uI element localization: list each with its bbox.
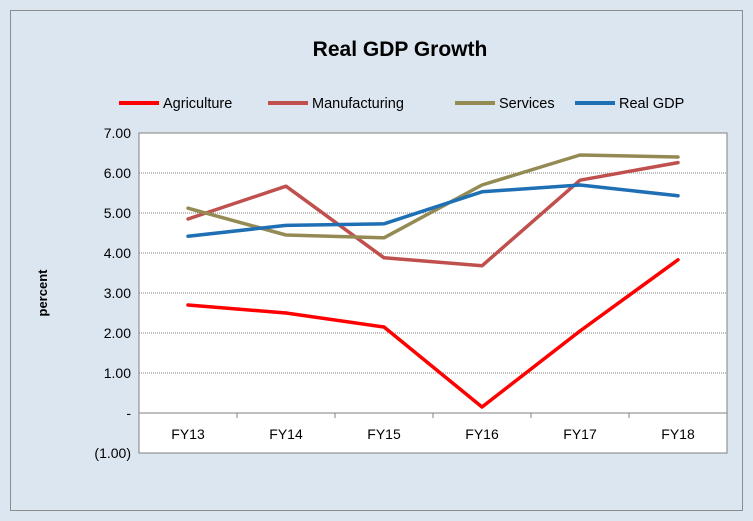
x-tick-label: FY15	[367, 426, 401, 442]
y-tick-label: 7.00	[104, 125, 131, 141]
legend-item-manufacturing: Manufacturing	[268, 96, 404, 112]
series-line-manufacturing	[186, 160, 680, 268]
y-tick-label: (1.00)	[94, 445, 131, 461]
x-tick-label: FY16	[465, 426, 499, 442]
y-tick-label: 1.00	[104, 365, 131, 381]
legend-label: Agriculture	[163, 96, 232, 112]
y-tick-label: 2.00	[104, 325, 131, 341]
y-tick-label: 4.00	[104, 245, 131, 261]
legend-item-real-gdp: Real GDP	[575, 96, 684, 112]
chart-frame: Real GDP Growth Agriculture Manufacturing…	[10, 10, 743, 511]
legend-item-agriculture: Agriculture	[119, 96, 232, 112]
series-line-agriculture	[186, 258, 680, 409]
series-line-services	[186, 153, 680, 240]
series-lines	[186, 153, 680, 409]
y-axis-ticks: 7.00 6.00 5.00 4.00 3.00 2.00 1.00 - (1.00)	[94, 125, 131, 461]
legend-item-services: Services	[455, 96, 555, 112]
legend-label: Real GDP	[619, 96, 684, 112]
legend: Agriculture Manufacturing Services Real GDP	[119, 96, 684, 112]
y-tick-label: 3.00	[104, 285, 131, 301]
x-tick-label: FY18	[661, 426, 695, 442]
y-tick-label: -	[126, 405, 131, 421]
chart-svg: Real GDP Growth Agriculture Manufacturing…	[35, 38, 728, 461]
legend-label: Services	[499, 96, 555, 112]
chart-title: Real GDP Growth	[313, 38, 488, 61]
series-line-real-gdp	[186, 183, 680, 238]
y-axis-label: percent	[35, 269, 50, 317]
legend-label: Manufacturing	[312, 96, 404, 112]
x-axis-ticks: FY13 FY14 FY15 FY16 FY17 FY18	[171, 426, 695, 442]
y-tick-label: 5.00	[104, 205, 131, 221]
x-tick-label: FY14	[269, 426, 303, 442]
x-tick-label: FY13	[171, 426, 205, 442]
y-tick-label: 6.00	[104, 165, 131, 181]
x-tick-label: FY17	[563, 426, 597, 442]
